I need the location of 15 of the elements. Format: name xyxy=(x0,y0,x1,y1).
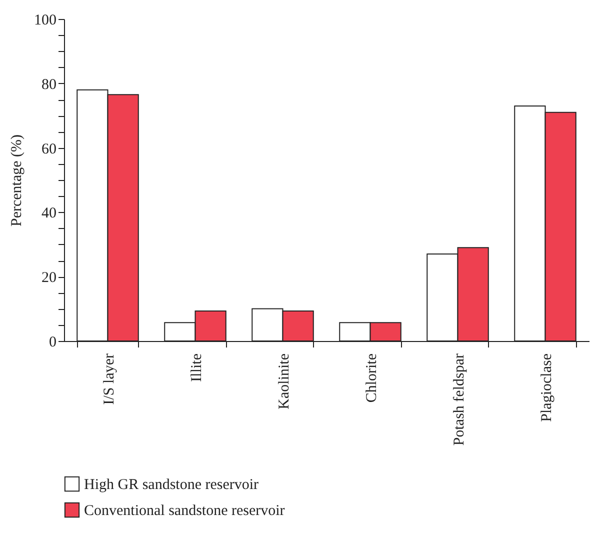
legend-label: High GR sandstone reservoir xyxy=(84,477,259,493)
x-tick-label: I/S layer xyxy=(101,353,118,405)
x-tick-label: Kaolinite xyxy=(276,353,292,410)
y-tick-label: 40 xyxy=(42,206,56,222)
y-tick-label: 60 xyxy=(42,141,56,158)
legend-label: Conventional sandstone reservoir xyxy=(84,503,285,519)
x-tick-label: Illite xyxy=(188,353,205,382)
y-tick-label: 100 xyxy=(34,12,56,28)
x-tick-label: Potash feldspar xyxy=(451,354,468,446)
y-tick-label: 20 xyxy=(42,270,56,286)
x-tick-label: Chlorite xyxy=(364,353,380,403)
y-tick-label: 80 xyxy=(42,76,56,93)
y-tick-label: 0 xyxy=(49,334,56,350)
y-axis-title: Percentage (%) xyxy=(9,134,25,227)
x-tick-label: Plagioclase xyxy=(538,353,555,422)
